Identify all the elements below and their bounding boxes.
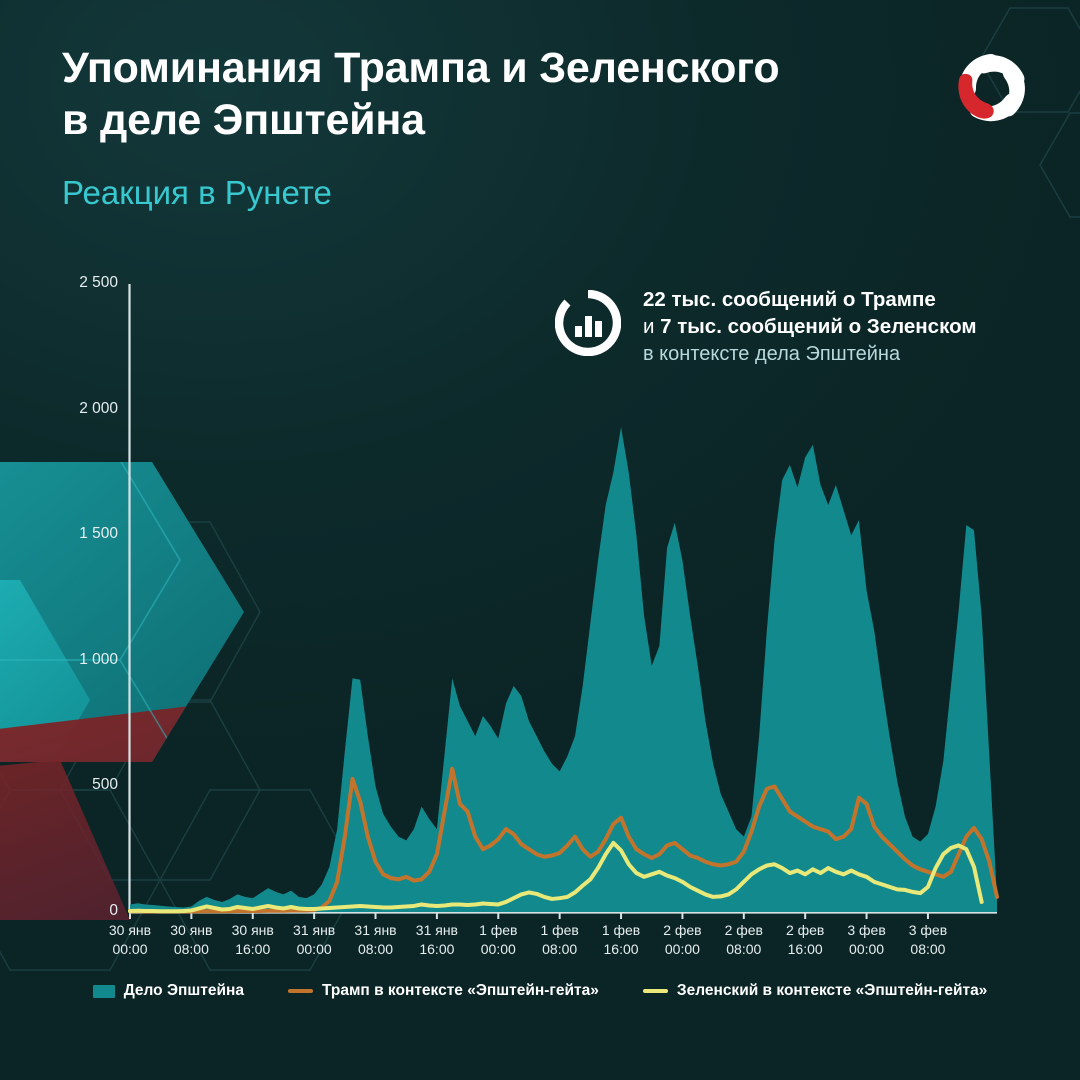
x-axis-tick-label: 1 фев 00:00	[460, 921, 536, 959]
x-tick-date: 1 фев	[601, 922, 641, 938]
x-tick-date: 1 фев	[540, 922, 579, 938]
legend-item[interactable]: Трамп в контексте «Эпштейн-гейта»	[288, 982, 599, 1000]
y-axis-tick-label: 2 000	[79, 399, 118, 417]
x-tick-date: 3 фев	[908, 922, 948, 938]
x-tick-time: 08:00	[542, 940, 578, 957]
x-axis-tick-label: 31 янв 00:00	[276, 921, 352, 959]
annotation-line-3: в контексте дела Эпштейна	[643, 342, 901, 365]
y-axis-tick-label: 1 500	[79, 525, 118, 543]
page-subtitle: Реакция в Рунете	[62, 173, 332, 211]
x-axis-tick-label: 30 янв 16:00	[215, 921, 291, 959]
title-line-2: в деле Эпштейна	[62, 96, 425, 145]
x-tick-time: 00:00	[664, 940, 700, 957]
line-series-trump	[128, 766, 999, 914]
x-tick-time: 00:00	[480, 940, 516, 957]
y-axis-tick-label: 2 500	[79, 274, 118, 291]
x-tick-date: 1 фев	[479, 922, 518, 938]
x-axis-tick-label: 3 фев 08:00	[890, 921, 966, 959]
y-axis-tick-label: 0	[109, 902, 118, 919]
legend-item[interactable]: Зеленский в контексте «Эпштейн-гейта»	[642, 982, 988, 1000]
x-tick-date: 2 фев	[663, 922, 702, 938]
annotation-line-2: и 7 тыс. сообщений о Зеленском	[643, 313, 977, 340]
x-tick-date: 31 янв	[293, 922, 336, 938]
x-tick-date: 31 янв	[354, 922, 397, 938]
x-tick-date: 3 фев	[847, 922, 886, 938]
summary-annotation: 22 тыс. сообщений о Трампе и 7 тыс. сооб…	[555, 286, 977, 367]
x-tick-time: 00:00	[296, 940, 332, 957]
x-axis-tick-label: 2 фев 08:00	[706, 921, 782, 959]
x-tick-date: 30 янв	[231, 922, 274, 938]
x-tick-time: 08:00	[357, 940, 394, 957]
x-tick-date: 30 янв	[108, 922, 152, 938]
x-tick-time: 16:00	[603, 940, 639, 957]
legend-label: Дело Эпштейна	[123, 982, 244, 999]
brand-pinwheel-logo	[958, 53, 1025, 122]
x-axis-tick-label: 31 янв 16:00	[399, 921, 475, 959]
legend-label: Трамп в контексте «Эпштейн-гейта»	[322, 982, 599, 999]
x-tick-time: 08:00	[173, 940, 209, 957]
x-axis-tick-label: 2 фев 16:00	[767, 921, 843, 959]
annotation-line-2-bold: 7 тыс. сообщений о Зеленском	[660, 315, 977, 339]
legend-swatch-area	[92, 984, 115, 998]
x-tick-date: 2 фев	[724, 922, 763, 938]
x-tick-time: 08:00	[910, 940, 946, 957]
legend-swatch-line	[642, 989, 668, 993]
legend-item[interactable]: Дело Эпштейна	[92, 982, 244, 1000]
x-axis-tick-label: 1 фев 16:00	[583, 921, 659, 959]
x-tick-time: 16:00	[787, 940, 823, 957]
x-tick-time: 00:00	[112, 940, 148, 957]
x-axis-tick-label: 30 янв 08:00	[153, 921, 229, 959]
legend-swatch-line	[288, 989, 313, 993]
page-title: Упоминания Трампа и Зеленского в деле Эп…	[62, 42, 942, 147]
area-series-epstein-case	[130, 427, 997, 912]
x-tick-time: 16:00	[235, 940, 271, 957]
x-tick-time: 16:00	[419, 940, 455, 957]
x-axis-tick-label: 31 янв 08:00	[338, 921, 414, 959]
x-axis-tick-label: 2 фев 00:00	[644, 921, 720, 959]
legend-label: Зеленский в контексте «Эпштейн-гейта»	[676, 982, 988, 999]
header: Упоминания Трампа и Зеленского в деле Эп…	[62, 42, 942, 213]
x-axis-tick-label: 1 фев 08:00	[522, 921, 598, 959]
x-axis-tick-label: 30 янв 00:00	[92, 921, 168, 959]
title-line-1: Упоминания Трампа и Зеленского	[62, 44, 780, 92]
annotation-line-2-prefix: и	[643, 315, 661, 339]
line-series-zelensky	[128, 840, 984, 914]
y-axis-tick-label: 1 000	[79, 650, 118, 668]
chart-legend: Дело Эпштейна Трамп в контексте «Эпштейн-…	[0, 982, 1080, 1000]
x-tick-time: 00:00	[849, 940, 885, 957]
x-axis-ticks	[129, 912, 929, 919]
y-axis-tick-label: 500	[92, 776, 118, 794]
x-tick-date: 31 янв	[415, 922, 458, 938]
x-tick-date: 30 янв	[170, 922, 213, 938]
x-tick-time: 08:00	[726, 940, 762, 957]
x-axis-tick-label: 3 фев 00:00	[829, 921, 905, 959]
annotation-line-1: 22 тыс. сообщений о Трампе	[643, 288, 936, 311]
x-tick-date: 2 фев	[785, 922, 825, 938]
donut-bar-chart-icon	[555, 290, 621, 356]
